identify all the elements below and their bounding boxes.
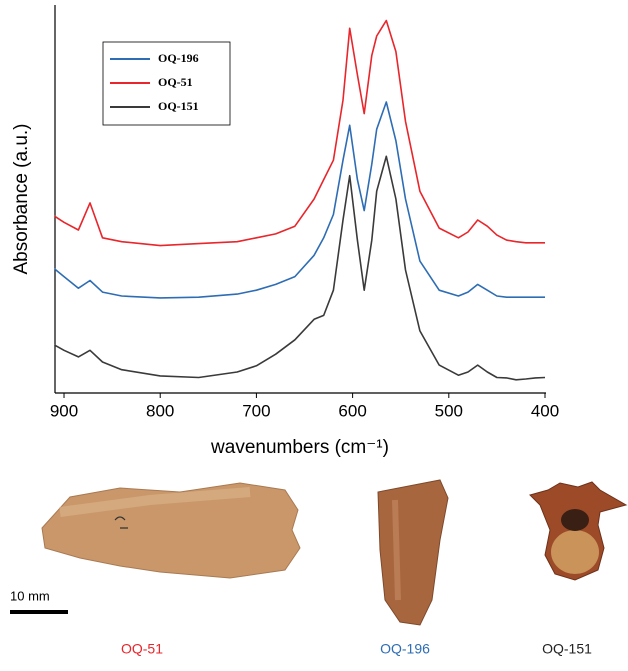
x-tick-label: 500 (435, 401, 463, 420)
spectrum-line (54, 155, 546, 381)
x-tick-label: 800 (146, 401, 174, 420)
legend-label: OQ-151 (158, 99, 199, 113)
legend-label: OQ-51 (158, 75, 193, 89)
photo-oq-196 (377, 479, 449, 626)
x-tick-label: 600 (338, 401, 366, 420)
spectrum-line (53, 101, 545, 299)
photo-oq-151 (529, 481, 628, 581)
legend-label: OQ-196 (158, 51, 199, 65)
specimen-label: OQ-51 (121, 641, 163, 657)
specimen-label: OQ-151 (542, 641, 592, 657)
photo-oq-51 (41, 482, 301, 579)
specimen-label: OQ-196 (380, 641, 430, 657)
x-tick-label: 700 (242, 401, 270, 420)
scale-bar-label: 10 mm (10, 588, 50, 603)
x-tick-label: 900 (50, 401, 78, 420)
x-tick-label: 400 (531, 401, 559, 420)
x-axis-label: wavenumbers (cm⁻¹) (210, 437, 389, 458)
y-axis-label: Absorbance (a.u.) (11, 123, 32, 274)
spectrum-line (53, 19, 545, 247)
